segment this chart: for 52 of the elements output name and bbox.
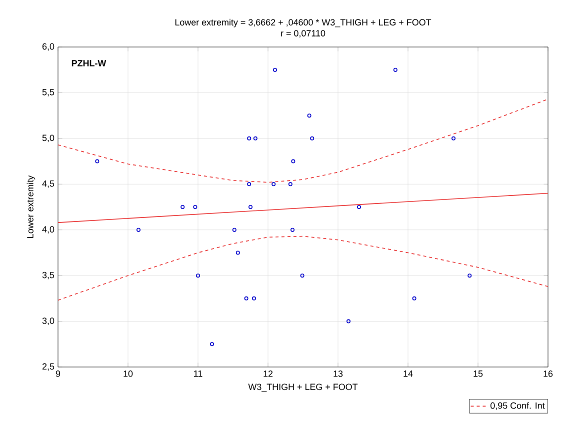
point — [272, 182, 276, 186]
point — [210, 342, 214, 346]
legend-label: 0,95 Conf. Int — [490, 402, 545, 410]
x-tick-label: 10 — [124, 370, 133, 377]
y-tick-label: 3,5 — [42, 272, 54, 280]
point — [247, 182, 252, 186]
point — [291, 159, 296, 164]
x-tick-label: 14 — [404, 370, 413, 377]
y-axis-title: Lower extremity — [26, 175, 36, 238]
point — [412, 296, 416, 300]
point — [180, 205, 185, 209]
point — [232, 228, 236, 232]
y-tick-label: 3,0 — [42, 318, 54, 325]
x-axis-title: W3_THIGH + LEG + FOOT — [248, 384, 358, 392]
point — [196, 274, 200, 278]
chart-title: Lower extremity = 3,6662 + ,04600 * W3_THIGH + LEG + FOOT — [175, 18, 432, 28]
point — [136, 228, 140, 232]
point — [193, 205, 198, 209]
point — [468, 274, 472, 278]
chart-subtitle: r = 0,07110 — [281, 30, 326, 38]
y-tick-label: 5,5 — [42, 89, 54, 96]
point — [247, 136, 252, 140]
point — [273, 68, 277, 72]
x-tick-label: 13 — [334, 370, 343, 377]
point — [252, 296, 256, 300]
point — [290, 228, 294, 232]
line-series — [58, 98, 548, 183]
x-tick-label: 16 — [544, 370, 553, 377]
point — [300, 274, 304, 278]
point — [452, 136, 456, 140]
y-tick-label: 5,0 — [42, 134, 54, 142]
point — [393, 68, 398, 72]
point — [310, 136, 314, 140]
point — [248, 205, 252, 209]
point — [357, 205, 361, 209]
point — [346, 319, 350, 324]
point — [95, 159, 100, 164]
y-tick-label: 2,5 — [42, 363, 54, 371]
line-series — [58, 236, 548, 301]
x-tick-label: 15 — [474, 370, 483, 377]
point — [253, 136, 258, 140]
y-tick-label: 4,5 — [42, 180, 54, 188]
point — [307, 114, 312, 118]
y-tick-label: 6,0 — [42, 43, 54, 51]
point — [244, 296, 248, 300]
x-tick-label: 11 — [194, 370, 202, 377]
x-tick-label: 9 — [56, 370, 60, 377]
point — [236, 250, 240, 255]
point — [288, 182, 292, 186]
x-tick-label: 12 — [264, 370, 273, 377]
annotation: PZHL-W — [72, 60, 106, 66]
y-tick-label: 4,0 — [42, 226, 54, 234]
